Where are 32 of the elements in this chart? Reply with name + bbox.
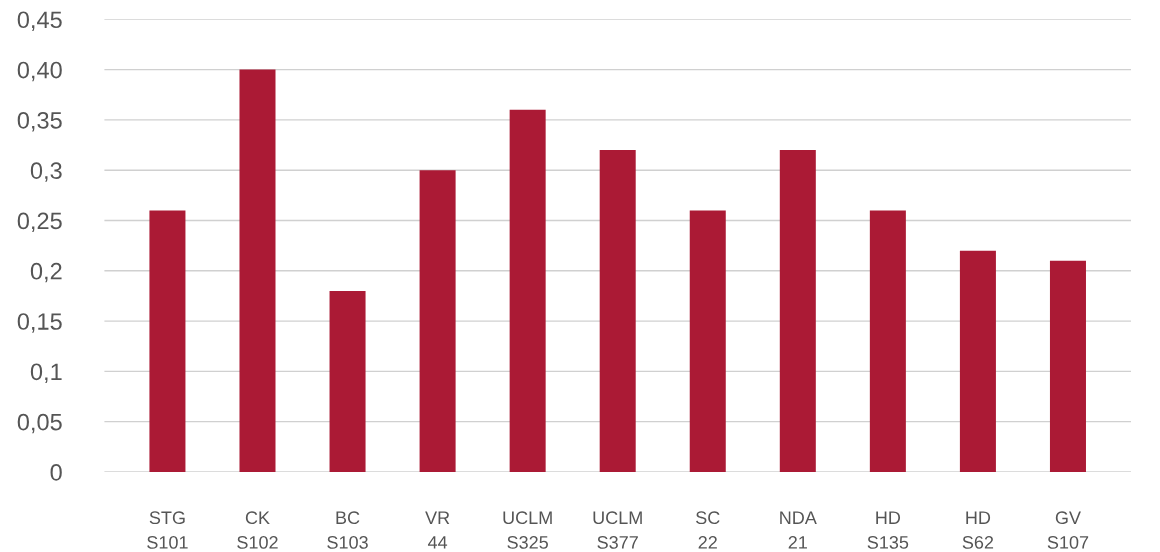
bar (689, 210, 726, 472)
bar (329, 290, 366, 472)
y-tick-label: 0,35 (17, 111, 62, 132)
x-tick-label: HD S62 (962, 511, 994, 549)
x-tick-label: UCLM S325 (503, 511, 552, 549)
y-tick-label: 0,25 (17, 212, 62, 233)
x-tick-label: SC 22 (696, 511, 720, 549)
y-tick-label: 0,1 (30, 363, 62, 383)
y-tick-label: 0,45 (17, 11, 62, 31)
bar (419, 170, 456, 472)
bar (959, 250, 996, 472)
bar (869, 210, 906, 472)
x-tick-label: HD S135 (867, 511, 909, 549)
x-tick-label: UCLM S377 (593, 511, 642, 549)
x-tick-label: CK S102 (237, 511, 278, 549)
bar (509, 109, 546, 472)
bar (149, 210, 186, 472)
y-tick-label: 0,05 (17, 413, 62, 434)
bar (239, 69, 276, 472)
x-tick-label: STG S101 (147, 511, 188, 549)
x-tick-label: BC S103 (327, 511, 368, 549)
y-tick-label: 0,40 (17, 61, 62, 82)
x-tick-label: NDA 21 (780, 511, 817, 549)
y-tick-label: 0,15 (17, 313, 62, 333)
y-tick-label: 0,2 (30, 262, 62, 283)
x-tick-label: VR 44 (425, 511, 450, 549)
x-tick-label: GV S107 (1047, 511, 1089, 549)
bar (1049, 260, 1086, 472)
y-tick-label: 0 (50, 464, 62, 481)
bar (599, 150, 636, 472)
y-tick-label: 0,3 (30, 162, 62, 182)
bar (779, 150, 816, 472)
